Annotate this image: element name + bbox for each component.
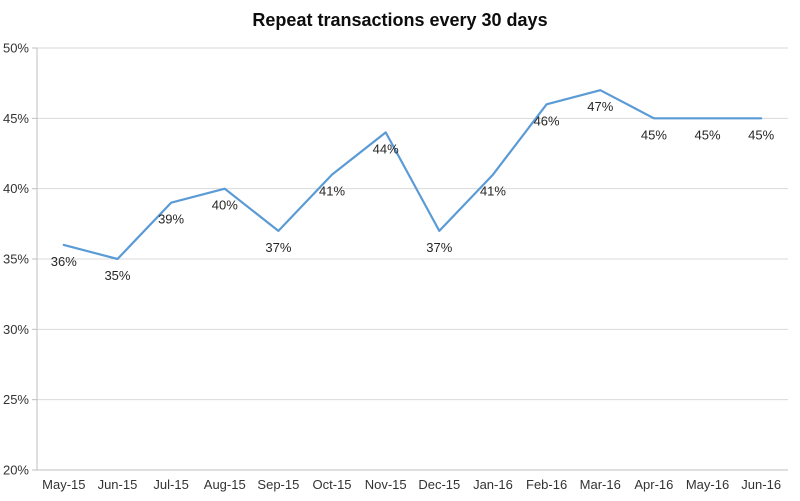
- y-tick-label: 50%: [3, 41, 29, 56]
- x-tick-label: Sep-15: [257, 477, 299, 492]
- y-tick-label: 35%: [3, 252, 29, 267]
- x-tick-label: Apr-16: [634, 477, 673, 492]
- data-label: 45%: [695, 127, 721, 142]
- x-axis-labels: May-15 Jun-15 Jul-15 Aug-15 Sep-15 Oct-15 Nov-…: [42, 477, 781, 492]
- y-axis-labels: 20% 25% 30% 35% 40% 45% 50%: [3, 41, 37, 478]
- x-tick-label: Mar-16: [580, 477, 621, 492]
- x-tick-label: Jun-16: [741, 477, 781, 492]
- data-label: 46%: [534, 113, 560, 128]
- x-tick-label: Jan-16: [473, 477, 513, 492]
- data-labels: 36% 35% 39% 40% 37% 41% 44% 37% 41% 46% 47% 45% 45% 4…: [51, 99, 775, 283]
- data-label: 37%: [426, 240, 452, 255]
- data-label: 44%: [373, 141, 399, 156]
- data-label: 36%: [51, 254, 77, 269]
- x-tick-label: Aug-15: [204, 477, 246, 492]
- data-label: 45%: [641, 127, 667, 142]
- data-label: 39%: [158, 212, 184, 227]
- data-label: 37%: [265, 240, 291, 255]
- y-tick-label: 45%: [3, 111, 29, 126]
- x-tick-label: Nov-15: [365, 477, 407, 492]
- x-tick-label: Feb-16: [526, 477, 567, 492]
- data-label: 47%: [587, 99, 613, 114]
- x-tick-label: Oct-15: [313, 477, 352, 492]
- y-tick-label: 40%: [3, 181, 29, 196]
- y-tick-label: 30%: [3, 322, 29, 337]
- x-tick-label: Dec-15: [418, 477, 460, 492]
- data-label: 41%: [480, 184, 506, 199]
- series-line: [62, 89, 763, 261]
- data-label: 40%: [212, 198, 238, 213]
- x-tick-label: Jun-15: [98, 477, 138, 492]
- data-label: 35%: [104, 268, 130, 283]
- y-tick-label: 25%: [3, 392, 29, 407]
- y-tick-label: 20%: [3, 463, 29, 478]
- x-tick-label: May-16: [686, 477, 729, 492]
- chart-title: Repeat transactions every 30 days: [252, 10, 548, 30]
- x-tick-label: May-15: [42, 477, 85, 492]
- data-label: 41%: [319, 184, 345, 199]
- data-label: 45%: [748, 127, 774, 142]
- x-tick-label: Jul-15: [153, 477, 188, 492]
